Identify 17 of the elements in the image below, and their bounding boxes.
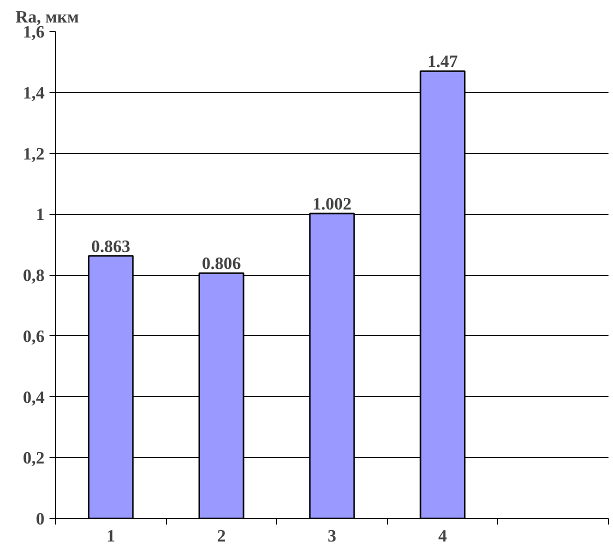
x-tick-label: 2 [217,526,226,544]
y-axis-title: Ra, мкм [16,8,80,26]
y-tick-label: 0,6 [22,326,45,346]
y-tick-label: 0,8 [22,266,45,285]
y-tick-label: 1 [36,205,45,224]
y-tick-label: 0,4 [22,388,45,407]
data-label: 1.002 [312,194,352,214]
y-tick-label: 1,2 [22,144,45,164]
x-tick-label: 1 [106,526,116,544]
x-tick-label: 3 [328,526,337,544]
data-label: 0.863 [91,236,131,256]
x-tick-label: 4 [438,526,448,544]
data-label: 0.806 [202,254,242,274]
y-tick-label: 0,2 [22,448,45,468]
y-tick-label: 0 [36,510,45,528]
data-label: 1.47 [427,52,458,72]
y-tick-label: 1,4 [22,83,45,102]
